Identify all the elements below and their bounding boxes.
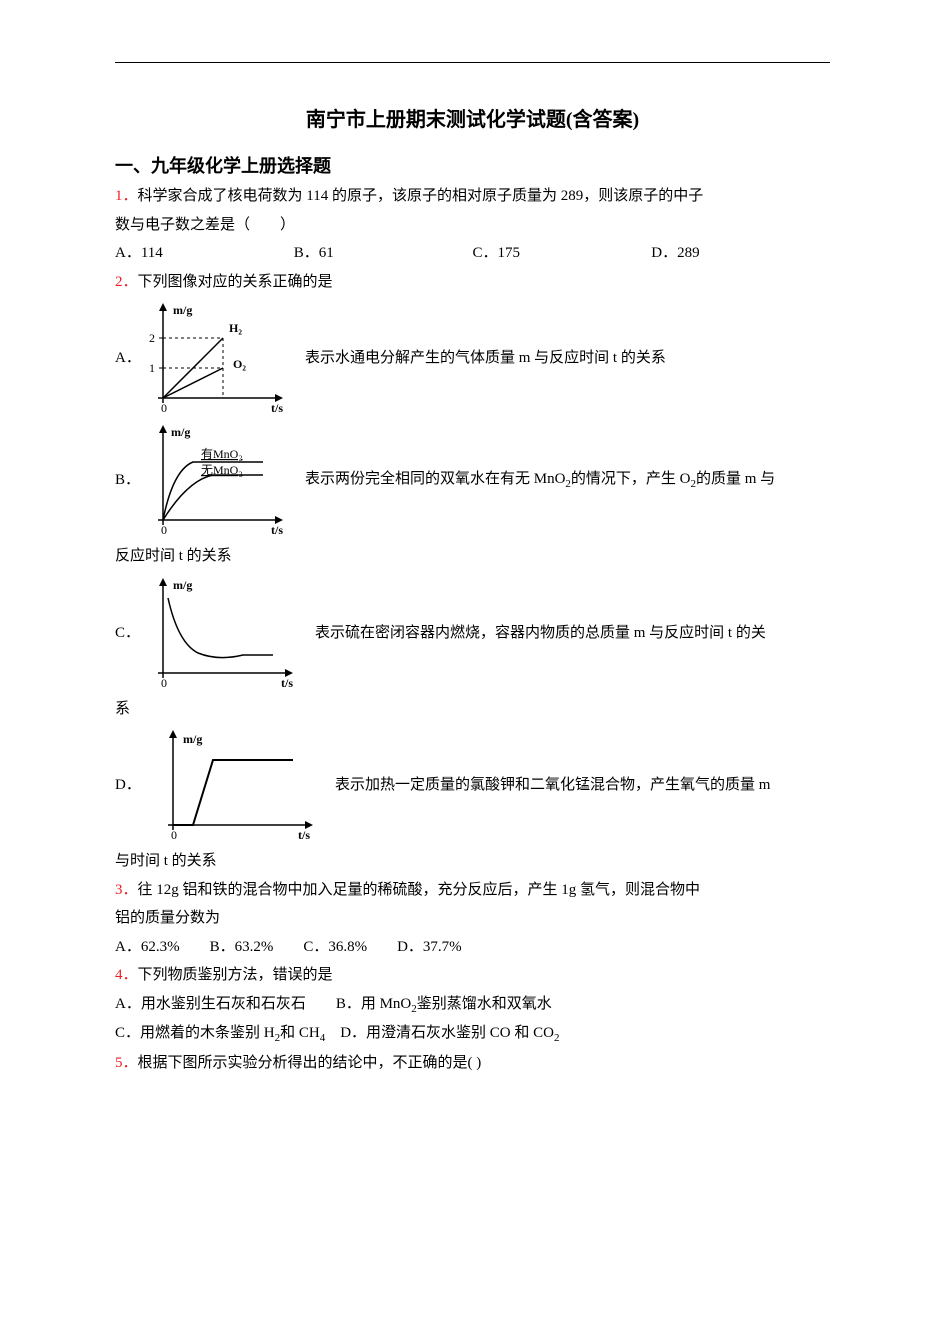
- o2-label: O₂: [233, 357, 246, 371]
- q1-number: 1．: [115, 188, 138, 204]
- q2-d-cont: 与时间 t 的关系: [115, 847, 830, 876]
- q3-line2: 铝的质量分数为: [115, 904, 830, 933]
- q2-opt-c-row: C． m/g t/s 0 表示硫在密闭容器内燃烧，容器内物质的总质量 m 与反应…: [115, 573, 830, 693]
- q2-stem-text: 下列图像对应的关系正确的是: [138, 274, 333, 290]
- ylabel-c: m/g: [173, 578, 192, 592]
- xlabel: t/s: [271, 401, 283, 415]
- q1-line2: 数与电子数之差是（ ）: [115, 211, 830, 240]
- q2-graph-c: m/g t/s 0: [143, 573, 303, 693]
- q1-opt-a: A．114: [115, 239, 294, 268]
- q2-b-text-c: 的质量 m 与: [696, 471, 775, 487]
- q2-stem: 2．下列图像对应的关系正确的是: [115, 268, 830, 297]
- q2-number: 2．: [115, 274, 138, 290]
- page: 南宁市上册期末测试化学试题(含答案) 一、九年级化学上册选择题 1．科学家合成了…: [0, 0, 945, 1337]
- q2-a-text: 表示水通电分解产生的气体质量 m 与反应时间 t 的关系: [305, 346, 666, 370]
- q1-opt-b: B．61: [294, 239, 473, 268]
- h2-label: H₂: [229, 321, 242, 335]
- q2-d-text: 表示加热一定质量的氯酸钾和二氧化锰混合物，产生氧气的质量 m: [335, 773, 770, 797]
- q4-line2: C．用燃着的木条鉴别 H2和 CH4 D．用澄清石灰水鉴别 CO 和 CO2: [115, 1019, 830, 1049]
- q2-opt-b-row: B． m/g t/s 0 有MnO₂ 无MnO₂ 表示两份完全相同的双氧水在有无…: [115, 420, 830, 540]
- zero-b: 0: [161, 523, 167, 537]
- q4-stem: 4．下列物质鉴别方法，错误的是: [115, 961, 830, 990]
- xlabel-c: t/s: [281, 676, 293, 690]
- q1-line1: 1．科学家合成了核电荷数为 114 的原子，该原子的相对原子质量为 289，则该…: [115, 182, 830, 211]
- q4-number: 4．: [115, 967, 138, 983]
- q2-graph-d: m/g t/s 0: [143, 725, 323, 845]
- q2-b-cont: 反应时间 t 的关系: [115, 542, 830, 571]
- xlabel-b: t/s: [271, 523, 283, 537]
- q4-line1-b: 鉴别蒸馏水和双氧水: [417, 996, 552, 1012]
- q4-line2-b: 和 CH: [280, 1025, 320, 1041]
- q1-opt-d: D．289: [651, 239, 830, 268]
- q2-b-text-b: 的情况下，产生 O: [571, 471, 691, 487]
- q4-stem-text: 下列物质鉴别方法，错误的是: [138, 967, 333, 983]
- q2-b-text: 表示两份完全相同的双氧水在有无 MnO2的情况下，产生 O2的质量 m 与: [305, 467, 775, 494]
- q2-c-letter: C．: [115, 621, 143, 645]
- q1-options: A．114 B．61 C．175 D．289: [115, 239, 830, 268]
- q2-opt-a-row: A． m/g t/s 0 2 1 H₂ O₂ 表示水通电分解产生的气体质量 m …: [115, 298, 830, 418]
- xlabel-d: t/s: [298, 828, 310, 842]
- q4-line2-a: C．用燃着的木条鉴别 H: [115, 1025, 275, 1041]
- tick1: 1: [149, 361, 155, 375]
- ylabel-b: m/g: [171, 425, 190, 439]
- q5-line: 5．根据下图所示实验分析得出的结论中，不正确的是( ): [115, 1049, 830, 1078]
- zero-c: 0: [161, 676, 167, 690]
- sub-co2: 2: [554, 1032, 560, 1044]
- document-title: 南宁市上册期末测试化学试题(含答案): [115, 103, 830, 132]
- q2-c-cont: 系: [115, 695, 830, 724]
- q4-line1-a: A．用水鉴别生石灰和石灰石 B．用 MnO: [115, 996, 411, 1012]
- q2-b-letter: B．: [115, 468, 143, 492]
- q1-opt-c: C．175: [473, 239, 652, 268]
- zero: 0: [161, 401, 167, 415]
- q2-opt-d-row: D． m/g t/s 0 表示加热一定质量的氯酸钾和二氧化锰混合物，产生氧气的质…: [115, 725, 830, 845]
- q3-options: A．62.3% B．63.2% C．36.8% D．37.7%: [115, 933, 830, 962]
- you-mno2: 有MnO₂: [201, 447, 243, 461]
- q5-text: 根据下图所示实验分析得出的结论中，不正确的是( ): [138, 1055, 482, 1071]
- q2-graph-b: m/g t/s 0 有MnO₂ 无MnO₂: [143, 420, 293, 540]
- q3-text-a: 往 12g 铝和铁的混合物中加入足量的稀硫酸，充分反应后，产生 1g 氢气，则混…: [138, 882, 701, 898]
- q2-d-letter: D．: [115, 773, 143, 797]
- q4-line2-c: D．用澄清石灰水鉴别 CO 和 CO: [325, 1025, 554, 1041]
- ylabel-d: m/g: [183, 732, 202, 746]
- q2-b-text-a: 表示两份完全相同的双氧水在有无 MnO: [305, 471, 565, 487]
- q5-number: 5．: [115, 1055, 138, 1071]
- ylabel: m/g: [173, 303, 192, 317]
- q2-c-text: 表示硫在密闭容器内燃烧，容器内物质的总质量 m 与反应时间 t 的关: [315, 621, 766, 645]
- q4-line1: A．用水鉴别生石灰和石灰石 B．用 MnO2鉴别蒸馏水和双氧水: [115, 990, 830, 1020]
- q2-a-letter: A．: [115, 346, 143, 370]
- section-heading: 一、九年级化学上册选择题: [115, 152, 830, 178]
- zero-d: 0: [171, 828, 177, 842]
- q2-graph-a: m/g t/s 0 2 1 H₂ O₂: [143, 298, 293, 418]
- wu-mno2: 无MnO₂: [201, 463, 243, 477]
- q3-number: 3．: [115, 882, 138, 898]
- top-rule: [115, 62, 830, 63]
- q1-text-a: 科学家合成了核电荷数为 114 的原子，该原子的相对原子质量为 289，则该原子…: [138, 188, 704, 204]
- tick2: 2: [149, 331, 155, 345]
- q3-line1: 3．往 12g 铝和铁的混合物中加入足量的稀硫酸，充分反应后，产生 1g 氢气，…: [115, 876, 830, 905]
